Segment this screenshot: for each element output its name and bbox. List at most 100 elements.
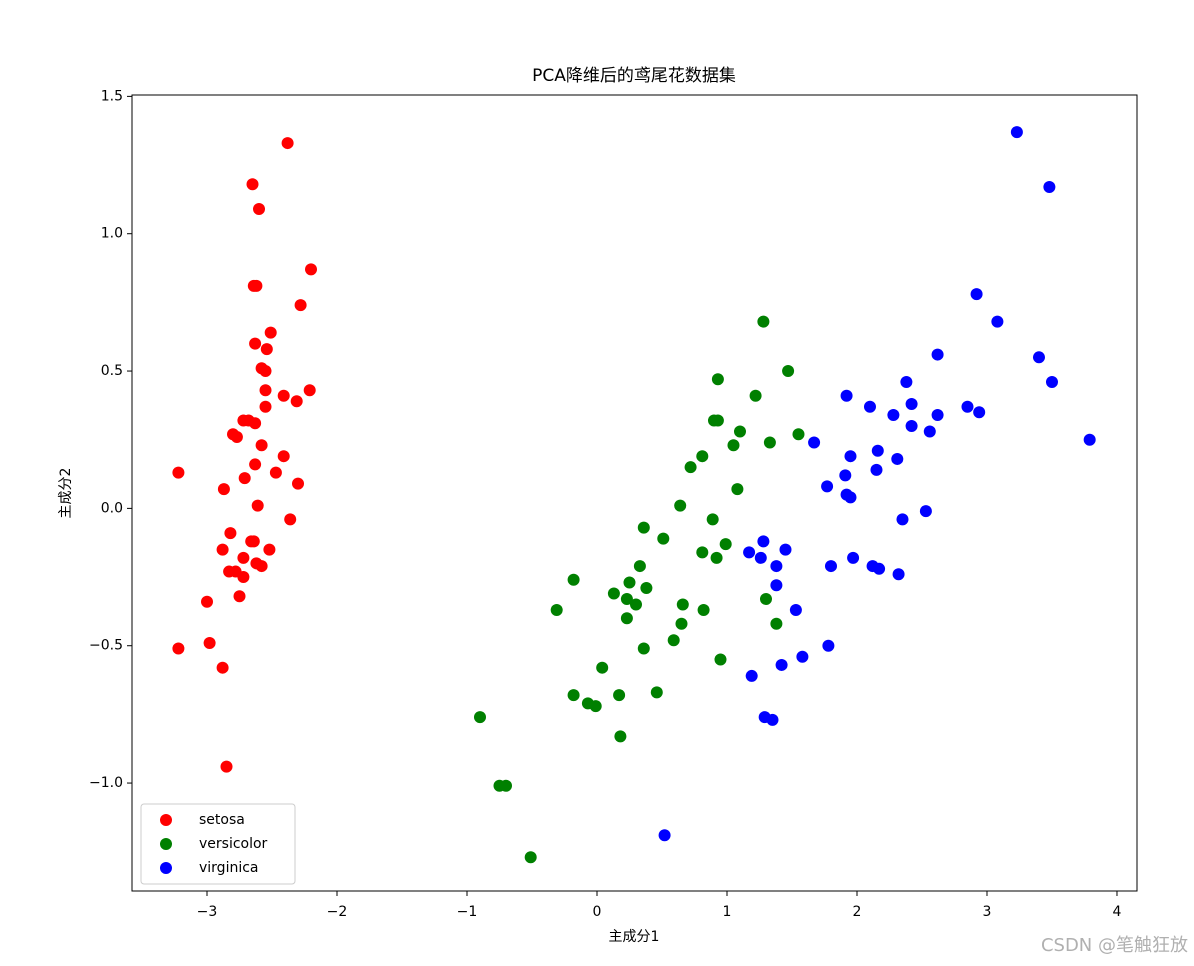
point [281,137,294,150]
point [623,576,636,589]
point [766,713,779,726]
point [711,373,724,386]
point [719,538,732,551]
point [499,779,512,792]
point [714,653,727,666]
point [891,452,904,465]
point [676,598,689,611]
point [255,560,268,573]
chart-title: PCA降维后的鸢尾花数据集 [532,66,736,86]
point [1032,351,1045,364]
point [770,617,783,630]
point [640,582,653,595]
point [900,376,913,389]
x-axis-label: 主成分1 [609,929,660,945]
point [684,461,697,474]
point [620,612,633,625]
legend-marker [160,838,172,850]
legend-marker [160,862,172,874]
point [614,730,627,743]
point [246,178,259,191]
point [263,543,276,556]
point [887,408,900,421]
point [233,590,246,603]
point [292,477,305,490]
point [220,760,233,773]
point [237,571,250,584]
point [667,634,680,647]
point [249,417,262,430]
point [224,527,237,540]
x-tick-label: 0 [593,904,602,920]
point [259,384,272,397]
point [524,851,537,864]
point [733,425,746,438]
point [931,408,944,421]
point [871,444,884,457]
x-tick-label: 4 [1113,904,1122,920]
y-tick-label: −1.0 [89,775,123,791]
point [589,700,602,713]
point [731,483,744,496]
point [650,686,663,699]
point [847,551,860,564]
point [255,439,268,452]
point [1083,433,1096,446]
point [706,513,719,526]
point [674,499,687,512]
point [696,450,709,463]
point [824,560,837,573]
y-tick-label: 0.0 [101,500,123,516]
point [567,689,580,702]
point [759,593,772,606]
point [757,535,770,548]
point [789,604,802,617]
point [821,480,834,493]
point [863,400,876,413]
point [607,587,620,600]
point [743,546,756,559]
point [839,469,852,482]
point [284,513,297,526]
point [259,365,272,378]
point [230,430,243,443]
point [754,551,767,564]
point [844,450,857,463]
point [249,458,262,471]
point [217,483,230,496]
point [251,499,264,512]
point [303,384,316,397]
point [973,406,986,419]
point [782,365,795,378]
point [620,593,633,606]
point [696,546,709,559]
point [873,562,886,575]
point [629,598,642,611]
point [596,661,609,674]
point [249,337,262,350]
x-tick-label: 3 [983,904,992,920]
point [775,658,788,671]
point [201,595,214,608]
point [961,400,974,413]
point [216,661,229,674]
point [473,711,486,724]
point [757,315,770,328]
point [633,560,646,573]
point [796,650,809,663]
plot-frame [131,94,1138,892]
x-tick-label: −2 [327,904,348,920]
point [697,604,710,617]
point [792,428,805,441]
point [613,689,626,702]
y-tick-label: −0.5 [89,638,123,654]
point [970,288,983,301]
legend-marker [160,814,172,826]
point [1045,376,1058,389]
point [259,400,272,413]
point [247,535,260,548]
watermark: CSDN @笔触狂放 [1041,935,1188,956]
point [277,389,290,402]
point [264,326,277,339]
